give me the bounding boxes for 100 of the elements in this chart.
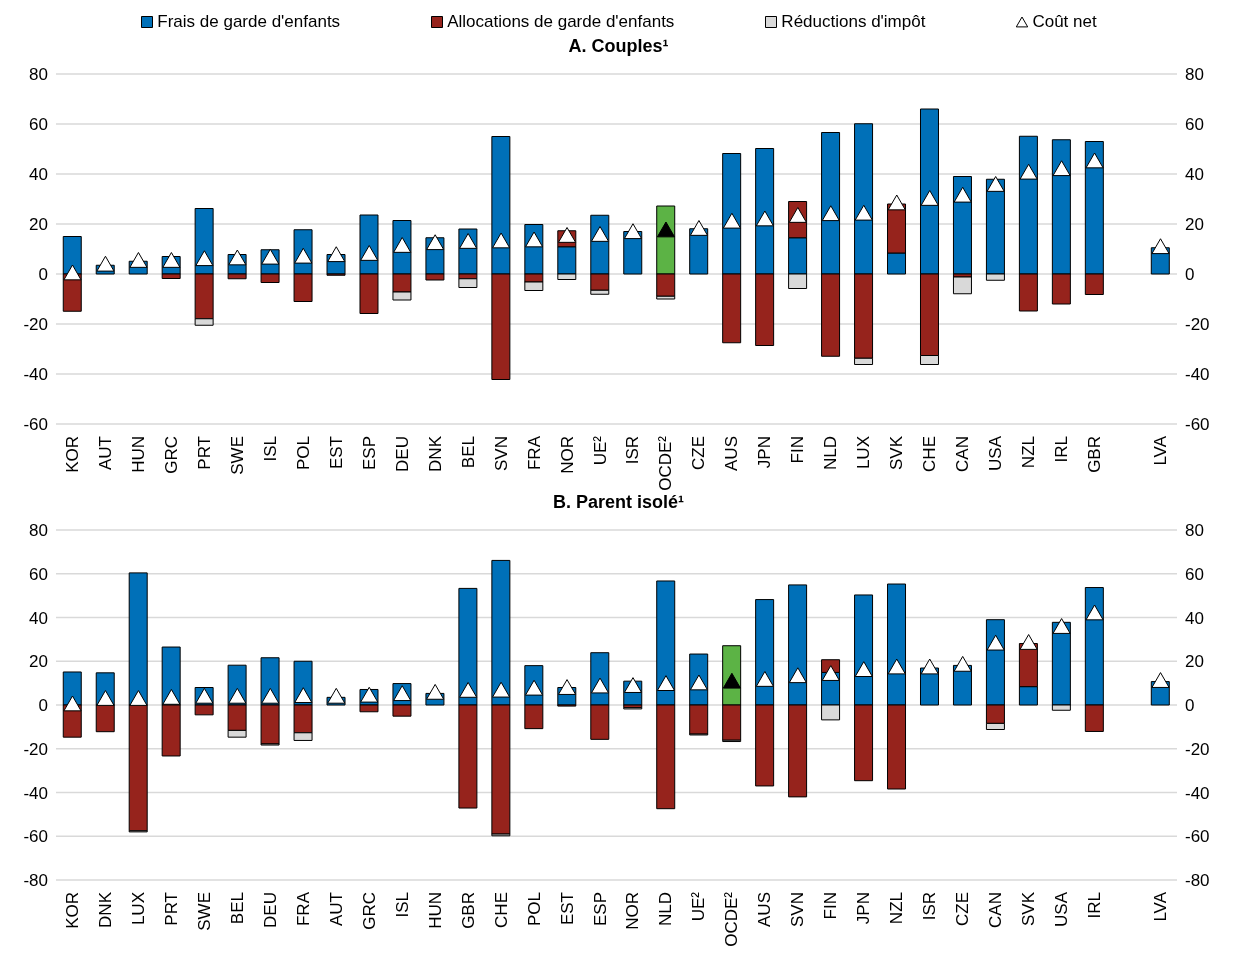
y-tick-label: 0 [38, 696, 48, 716]
legend-label: Coût net [1032, 12, 1097, 32]
x-tick-label: DNK [95, 891, 115, 928]
y-tick-label: 80 [29, 521, 48, 541]
y-tick-label: 80 [29, 65, 48, 85]
y2-tick-label: -20 [1185, 315, 1210, 335]
x-tick-label: ISR [920, 892, 940, 921]
x-tick-label: LUX [854, 436, 874, 470]
x-tick-label: SWE [227, 436, 247, 475]
x-tick-label: AUS [755, 892, 775, 927]
x-tick-label: ESP [590, 892, 610, 927]
x-tick-label: CAN [953, 436, 973, 472]
x-tick-label: GRC [161, 436, 181, 474]
y2-tick-label: 40 [1185, 608, 1204, 628]
x-tick-label: SVK [887, 435, 907, 471]
x-tick-label: FRA [524, 435, 544, 470]
x-tick-label: ESP [359, 436, 379, 471]
y-tick-label: -20 [23, 315, 48, 335]
y2-tick-label: 60 [1185, 115, 1204, 135]
x-tick-label: IRL [1052, 436, 1072, 463]
chart-title: A. Couples¹ [567, 36, 670, 58]
x-tick-label: AUT [326, 892, 346, 926]
y2-tick-label: 80 [1185, 65, 1204, 85]
x-tick-label: DEU [392, 436, 412, 472]
y2-tick-label: 20 [1185, 652, 1204, 672]
x-tick-label: LVA [1151, 891, 1171, 922]
x-tick-label: DEU [260, 892, 280, 928]
x-tick-label: OCDE² [722, 891, 742, 947]
x-tick-label: GRC [359, 892, 379, 930]
x-tick-label: KOR [62, 436, 82, 473]
x-tick-label: HUN [128, 436, 148, 473]
legend-label: Frais de garde d'enfants [157, 12, 341, 32]
x-tick-label: SWE [194, 892, 214, 931]
y-tick-label: 40 [29, 608, 48, 628]
x-tick-label: IRL [1085, 892, 1105, 919]
x-tick-label: CZE [689, 436, 709, 470]
x-tick-label: SVN [788, 892, 808, 927]
x-tick-label: FRA [293, 891, 313, 926]
y2-tick-label: 40 [1185, 165, 1204, 185]
y-tick-label: 60 [29, 564, 48, 584]
chart-title: B. Parent isolé¹ [551, 492, 685, 514]
y-tick-label: 20 [29, 652, 48, 672]
x-tick-label: GBR [1085, 436, 1105, 473]
y-tick-label: 40 [29, 165, 48, 185]
x-tick-label: PRT [161, 892, 181, 926]
y-tick-label: -40 [23, 783, 48, 803]
x-tick-label: ISL [260, 436, 280, 462]
y2-tick-label: 20 [1185, 215, 1204, 235]
x-tick-label: USA [986, 435, 1006, 471]
x-tick-label: EST [326, 436, 346, 470]
y-tick-label: 0 [38, 265, 48, 285]
x-tick-label: CHE [920, 436, 940, 472]
y2-tick-label: -40 [1185, 365, 1210, 385]
x-tick-label: CHE [491, 892, 511, 928]
y2-tick-label: -60 [1185, 827, 1210, 847]
x-tick-label: NZL [887, 892, 907, 925]
x-tick-label: JPN [755, 436, 775, 469]
x-tick-label: SVN [491, 436, 511, 471]
y-tick-label: -40 [23, 365, 48, 385]
x-tick-label: HUN [425, 892, 445, 929]
y2-tick-label: 80 [1185, 521, 1204, 541]
x-tick-label: JPN [854, 892, 874, 925]
x-tick-label: BEL [227, 892, 247, 925]
x-tick-label: POL [293, 436, 313, 471]
x-tick-label: AUT [95, 436, 115, 470]
x-tick-label: EST [557, 892, 577, 926]
x-tick-label: USA [1052, 891, 1072, 927]
y2-tick-label: -20 [1185, 739, 1210, 759]
x-tick-label: NZL [1019, 436, 1039, 469]
x-tick-label: FIN [821, 892, 841, 920]
y-tick-label: 60 [29, 115, 48, 135]
y2-tick-label: 0 [1185, 265, 1195, 285]
x-tick-label: NOR [557, 436, 577, 474]
y2-tick-label: -60 [1185, 415, 1210, 435]
x-tick-label: UE² [590, 435, 610, 466]
x-tick-label: NLD [821, 436, 841, 471]
y-tick-label: -60 [23, 827, 48, 847]
x-tick-label: LVA [1151, 435, 1171, 466]
x-tick-label: LUX [128, 892, 148, 926]
y-tick-label: -80 [23, 871, 48, 891]
x-tick-label: ISL [392, 892, 412, 918]
x-tick-label: CZE [953, 892, 973, 926]
x-tick-label: BEL [458, 436, 478, 469]
y2-tick-label: 0 [1185, 696, 1195, 716]
x-tick-label: CAN [986, 892, 1006, 928]
y2-tick-label: -40 [1185, 783, 1210, 803]
y2-tick-label: -80 [1185, 871, 1210, 891]
x-tick-label: DNK [425, 435, 445, 472]
x-tick-label: ISR [623, 436, 643, 465]
y-tick-label: 20 [29, 215, 48, 235]
x-tick-label: NLD [656, 892, 676, 927]
y-tick-label: -20 [23, 739, 48, 759]
x-tick-label: SVK [1019, 891, 1039, 927]
y-tick-label: -60 [23, 415, 48, 435]
x-tick-label: GBR [458, 892, 478, 929]
legend-label: Réductions d'impôt [781, 12, 926, 32]
legend-label: Allocations de garde d'enfants [447, 12, 675, 32]
x-tick-label: OCDE² [656, 435, 676, 491]
y2-tick-label: 60 [1185, 564, 1204, 584]
x-tick-label: POL [524, 892, 544, 927]
